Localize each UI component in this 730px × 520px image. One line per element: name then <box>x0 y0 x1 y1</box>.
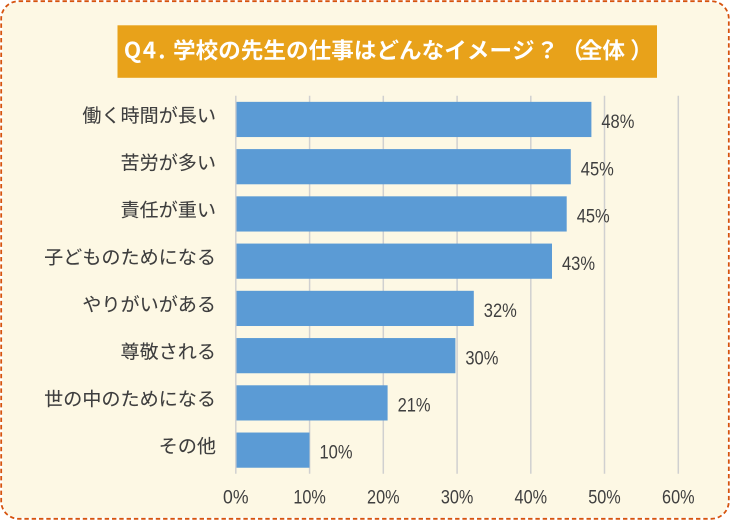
svg-text:40%: 40% <box>515 487 548 509</box>
svg-text:50%: 50% <box>588 487 621 509</box>
svg-text:45%: 45% <box>581 158 614 180</box>
svg-text:48%: 48% <box>601 111 634 133</box>
svg-text:60%: 60% <box>662 487 695 509</box>
svg-text:10%: 10% <box>320 442 353 464</box>
svg-text:20%: 20% <box>367 487 400 509</box>
svg-text:10%: 10% <box>293 487 326 509</box>
svg-text:32%: 32% <box>484 300 517 322</box>
svg-text:30%: 30% <box>441 487 474 509</box>
svg-text:21%: 21% <box>398 394 431 416</box>
svg-text:30%: 30% <box>465 347 498 369</box>
svg-text:0%: 0% <box>223 487 249 509</box>
svg-text:43%: 43% <box>562 253 595 275</box>
svg-text:45%: 45% <box>577 206 610 228</box>
